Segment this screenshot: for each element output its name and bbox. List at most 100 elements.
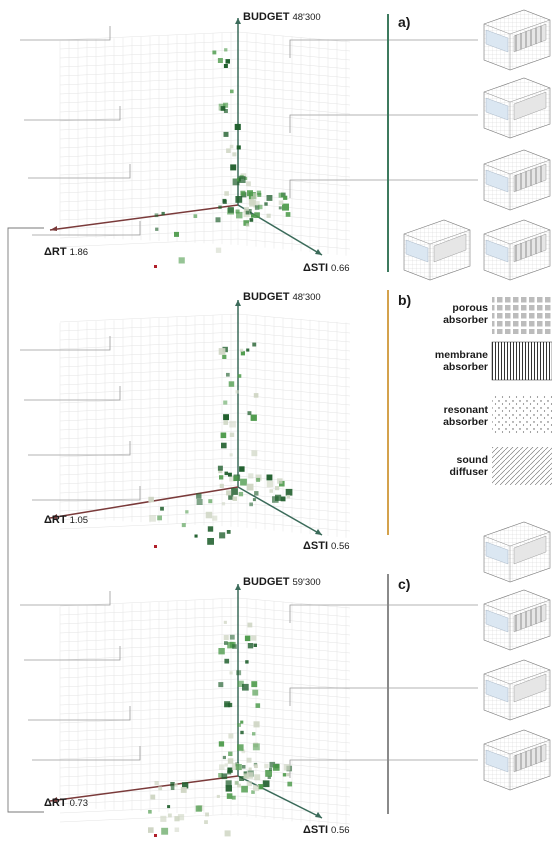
legend-label-resonant: resonantabsorber: [408, 404, 488, 428]
scatter-point: [150, 795, 155, 800]
leader-line: [20, 591, 110, 605]
leader-line-right: [290, 180, 478, 198]
grid-line: [60, 431, 238, 439]
scatter-point: [254, 491, 258, 495]
scatter-point: [239, 176, 246, 183]
scatter-point: [256, 703, 261, 708]
scatter-point: [224, 701, 230, 707]
scatter-point: [228, 734, 233, 739]
scatter-point: [248, 643, 253, 648]
outlier-point: [154, 265, 157, 268]
scatter-point: [256, 478, 260, 482]
scatter-point: [218, 466, 223, 471]
grid-line: [60, 377, 238, 385]
scatter-point: [208, 526, 213, 531]
grid-line: [238, 41, 350, 51]
outlier-point: [154, 545, 157, 548]
scatter-point: [160, 507, 164, 511]
scatter-point: [155, 781, 159, 785]
scatter-point: [225, 830, 231, 836]
grid-line: [60, 688, 238, 696]
grid-line: [238, 140, 350, 150]
grid-line: [238, 652, 350, 662]
scatter-point: [253, 743, 260, 750]
scatter-point: [171, 786, 175, 790]
grid-line: [238, 104, 350, 114]
grid-line: [60, 230, 238, 238]
scatter-point: [252, 732, 255, 735]
grid-line: [60, 724, 238, 732]
grid-line: [60, 131, 238, 139]
grid-line: [60, 122, 238, 130]
scatter-point: [234, 781, 238, 785]
grid-line: [60, 634, 238, 642]
grid-line: [238, 512, 350, 522]
grid-line: [60, 332, 238, 340]
scatter-point: [178, 814, 184, 820]
grid-line: [60, 68, 238, 76]
scatter-point: [228, 758, 234, 764]
scatter-point: [185, 510, 188, 513]
scatter-point: [226, 785, 232, 791]
grid-line: [238, 598, 350, 608]
scatter-point: [237, 744, 244, 751]
scatter-point: [246, 349, 249, 352]
scatter-point: [221, 433, 227, 439]
grid-line: [238, 359, 350, 369]
grid-line: [60, 742, 238, 750]
room-thumbnail: [484, 10, 550, 70]
scatter-point: [230, 671, 233, 674]
scatter-point: [174, 783, 177, 786]
grid-line: [60, 607, 238, 615]
scatter-point: [252, 343, 256, 347]
scatter-point: [254, 212, 260, 218]
scatter-point: [236, 670, 241, 675]
scatter-point: [233, 497, 238, 502]
scatter-point: [212, 51, 216, 55]
leader-line: [20, 26, 110, 40]
scatter-point: [219, 741, 224, 746]
grid-line: [238, 697, 350, 707]
scatter-point: [225, 472, 229, 476]
grid-line: [60, 176, 238, 184]
scatter-point: [245, 636, 251, 642]
scatter-point: [252, 690, 258, 696]
scatter-point: [223, 756, 226, 759]
scatter-point: [216, 217, 221, 222]
scatter-point: [218, 58, 223, 63]
legend-label-diffuser: sounddiffuser: [408, 454, 488, 478]
scatter-point: [248, 411, 252, 415]
scatter-point: [241, 786, 248, 793]
scatter-point: [267, 475, 273, 481]
sti-axis-title-b: ΔSTI0.56: [303, 540, 350, 552]
grid-line: [60, 158, 238, 166]
scatter-point: [254, 721, 260, 727]
leader-line: [20, 336, 110, 350]
scatter-point: [267, 214, 271, 218]
grid-line: [238, 814, 350, 824]
scatter-point: [195, 535, 198, 538]
scatter-point: [254, 764, 258, 768]
scatter-point: [219, 348, 226, 355]
room-thumbnail: [484, 220, 550, 280]
scatter-point: [228, 473, 232, 477]
scatter-point: [246, 181, 251, 186]
sti-axis-title-c: ΔSTI0.56: [303, 824, 350, 836]
grid-line: [60, 395, 238, 403]
scatter-point: [281, 497, 286, 502]
grid-line: [60, 760, 238, 768]
grid-line: [60, 476, 238, 484]
leader-line-right: [290, 688, 478, 706]
scatter-point: [286, 773, 289, 776]
grid-line: [60, 350, 238, 358]
legend-swatch: [492, 296, 552, 334]
grid-line: [238, 77, 350, 87]
grid-line: [238, 377, 350, 387]
scatter-point: [207, 538, 214, 545]
scatter-point: [264, 764, 268, 768]
scatter-point: [208, 499, 212, 503]
grid-line: [60, 95, 238, 103]
rt-axis-title-b: ΔRT1.05: [44, 514, 88, 526]
scatter-point: [251, 214, 255, 218]
scatter-point: [228, 207, 234, 213]
